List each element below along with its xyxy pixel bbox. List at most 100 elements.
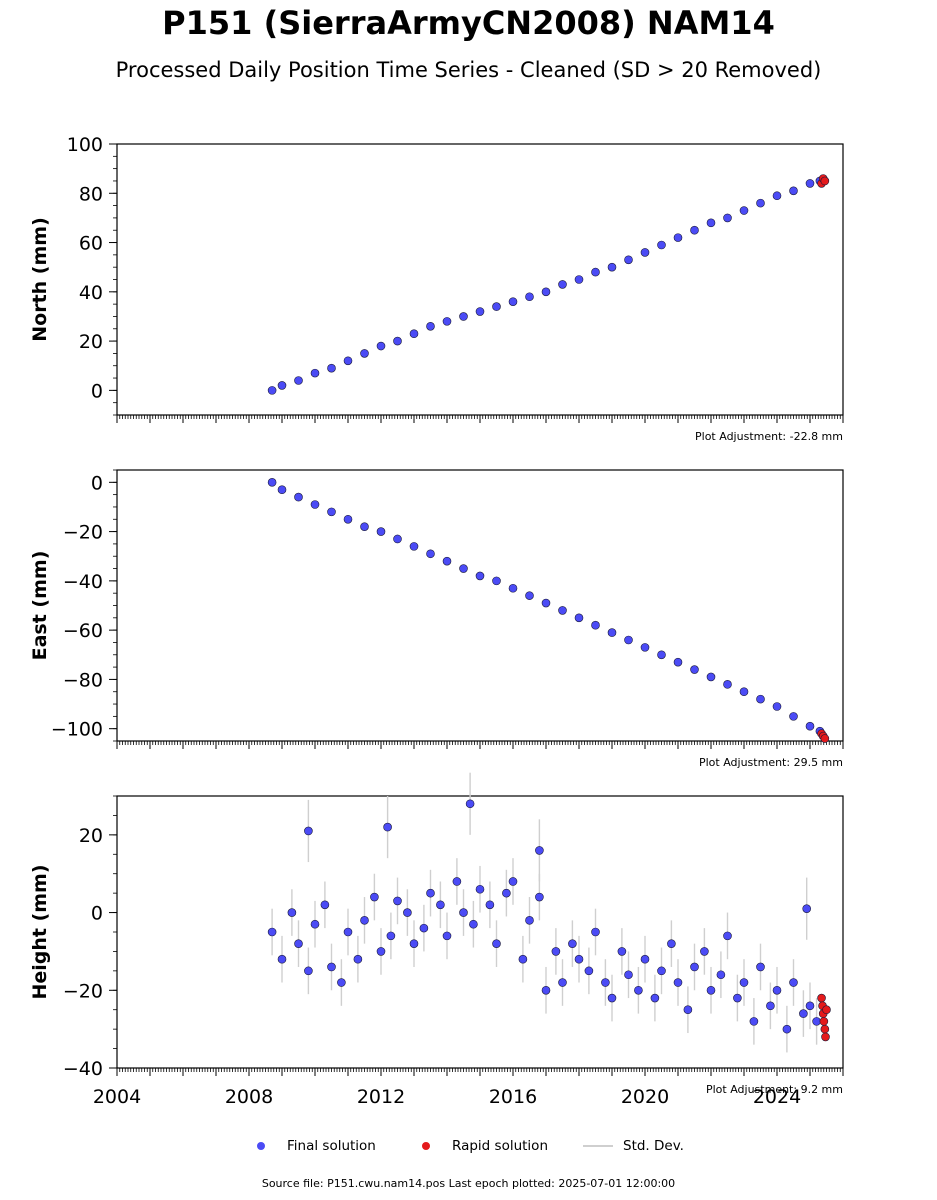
- plot-frame: [116, 143, 844, 416]
- rapid-point: [821, 1032, 830, 1042]
- final-point: [436, 900, 445, 910]
- y-tick-label: 60: [79, 233, 103, 255]
- y-tick-label: −100: [51, 719, 103, 741]
- final-point: [518, 954, 528, 964]
- x-tick-label: 2012: [357, 1086, 405, 1108]
- final-point: [327, 363, 336, 373]
- final-point: [508, 297, 518, 306]
- final-point: [733, 993, 742, 1003]
- final-point: [535, 892, 544, 902]
- final-point: [525, 591, 534, 600]
- final-point: [756, 962, 765, 972]
- legend-rapid: Rapid solution: [422, 1138, 548, 1154]
- legend: Final solution Rapid solution Std. Dev.: [0, 1138, 937, 1158]
- final-point: [277, 381, 287, 390]
- final-point: [640, 954, 650, 964]
- y-tick-label: 40: [79, 282, 103, 304]
- final-point: [558, 280, 567, 289]
- final-point: [690, 225, 699, 235]
- final-point: [739, 206, 749, 215]
- final-point: [591, 267, 600, 277]
- final-point: [459, 908, 468, 917]
- y-tick-label: 80: [79, 183, 103, 205]
- final-point: [386, 931, 396, 941]
- y-tick-label: 0: [91, 472, 103, 494]
- final-point: [304, 966, 313, 976]
- final-point: [525, 292, 534, 302]
- final-point: [442, 317, 452, 326]
- rapid-point: [822, 1005, 831, 1015]
- final-point: [409, 542, 419, 551]
- final-point: [749, 1017, 759, 1026]
- y-tick-label: 100: [67, 134, 103, 156]
- final-point: [337, 978, 346, 987]
- final-point: [706, 218, 716, 228]
- final-point: [640, 248, 650, 257]
- final-point: [492, 939, 501, 948]
- final-point: [782, 1024, 792, 1034]
- final-point: [508, 877, 518, 886]
- x-tick-label: 2016: [489, 1086, 537, 1108]
- y-tick-label: 0: [91, 380, 103, 402]
- final-point: [310, 919, 320, 929]
- final-point: [310, 500, 320, 509]
- final-point: [426, 888, 435, 898]
- final-point: [568, 939, 577, 948]
- final-point: [673, 978, 683, 987]
- final-point: [525, 916, 534, 925]
- rapid-point: [820, 1024, 830, 1034]
- source-note: Source file: P151.cwu.nam14.pos Last epo…: [261, 1177, 676, 1190]
- final-point: [690, 962, 699, 972]
- final-point: [690, 665, 699, 674]
- final-point: [419, 923, 429, 933]
- final-point: [376, 947, 386, 956]
- final-point: [310, 368, 320, 378]
- final-point: [634, 985, 643, 995]
- final-point: [370, 892, 379, 902]
- final-point: [426, 322, 435, 331]
- final-point: [541, 287, 551, 297]
- final-point: [739, 687, 749, 697]
- rapid-point: [817, 993, 826, 1003]
- final-point: [267, 478, 277, 487]
- final-point: [393, 336, 402, 346]
- final-point: [624, 255, 633, 265]
- final-point: [508, 583, 518, 593]
- final-marker-icon: [257, 1142, 265, 1150]
- final-point: [376, 341, 386, 351]
- legend-rapid-label: Rapid solution: [452, 1138, 548, 1154]
- final-point: [459, 312, 468, 321]
- final-point: [723, 680, 732, 689]
- final-point: [343, 514, 353, 524]
- final-point: [287, 908, 297, 917]
- final-point: [267, 927, 277, 937]
- final-point: [739, 978, 749, 987]
- final-point: [723, 213, 732, 223]
- final-point: [650, 993, 660, 1003]
- rapid-marker-icon: [422, 1142, 430, 1150]
- final-point: [558, 606, 567, 615]
- chart-title: P151 (SierraArmyCN2008) NAM14: [162, 4, 775, 42]
- y-tick-label: 0: [91, 903, 103, 925]
- final-point: [805, 179, 815, 188]
- final-point: [469, 919, 478, 929]
- final-point: [789, 712, 798, 721]
- final-point: [541, 985, 551, 995]
- chart-subtitle: Processed Daily Position Time Series - C…: [115, 58, 822, 82]
- final-point: [409, 329, 419, 339]
- y-tick-label: −60: [63, 620, 103, 642]
- rapid-point: [820, 176, 830, 186]
- final-point: [591, 927, 600, 937]
- final-point: [409, 939, 419, 948]
- final-point: [624, 970, 633, 980]
- y-tick-label: −20: [63, 522, 103, 544]
- final-point: [805, 1001, 815, 1011]
- final-point: [343, 927, 353, 937]
- final-point: [799, 1009, 808, 1018]
- final-point: [541, 598, 551, 608]
- final-point: [558, 978, 567, 987]
- final-point: [393, 896, 402, 906]
- y-tick-label: −80: [63, 669, 103, 691]
- final-point: [442, 931, 452, 941]
